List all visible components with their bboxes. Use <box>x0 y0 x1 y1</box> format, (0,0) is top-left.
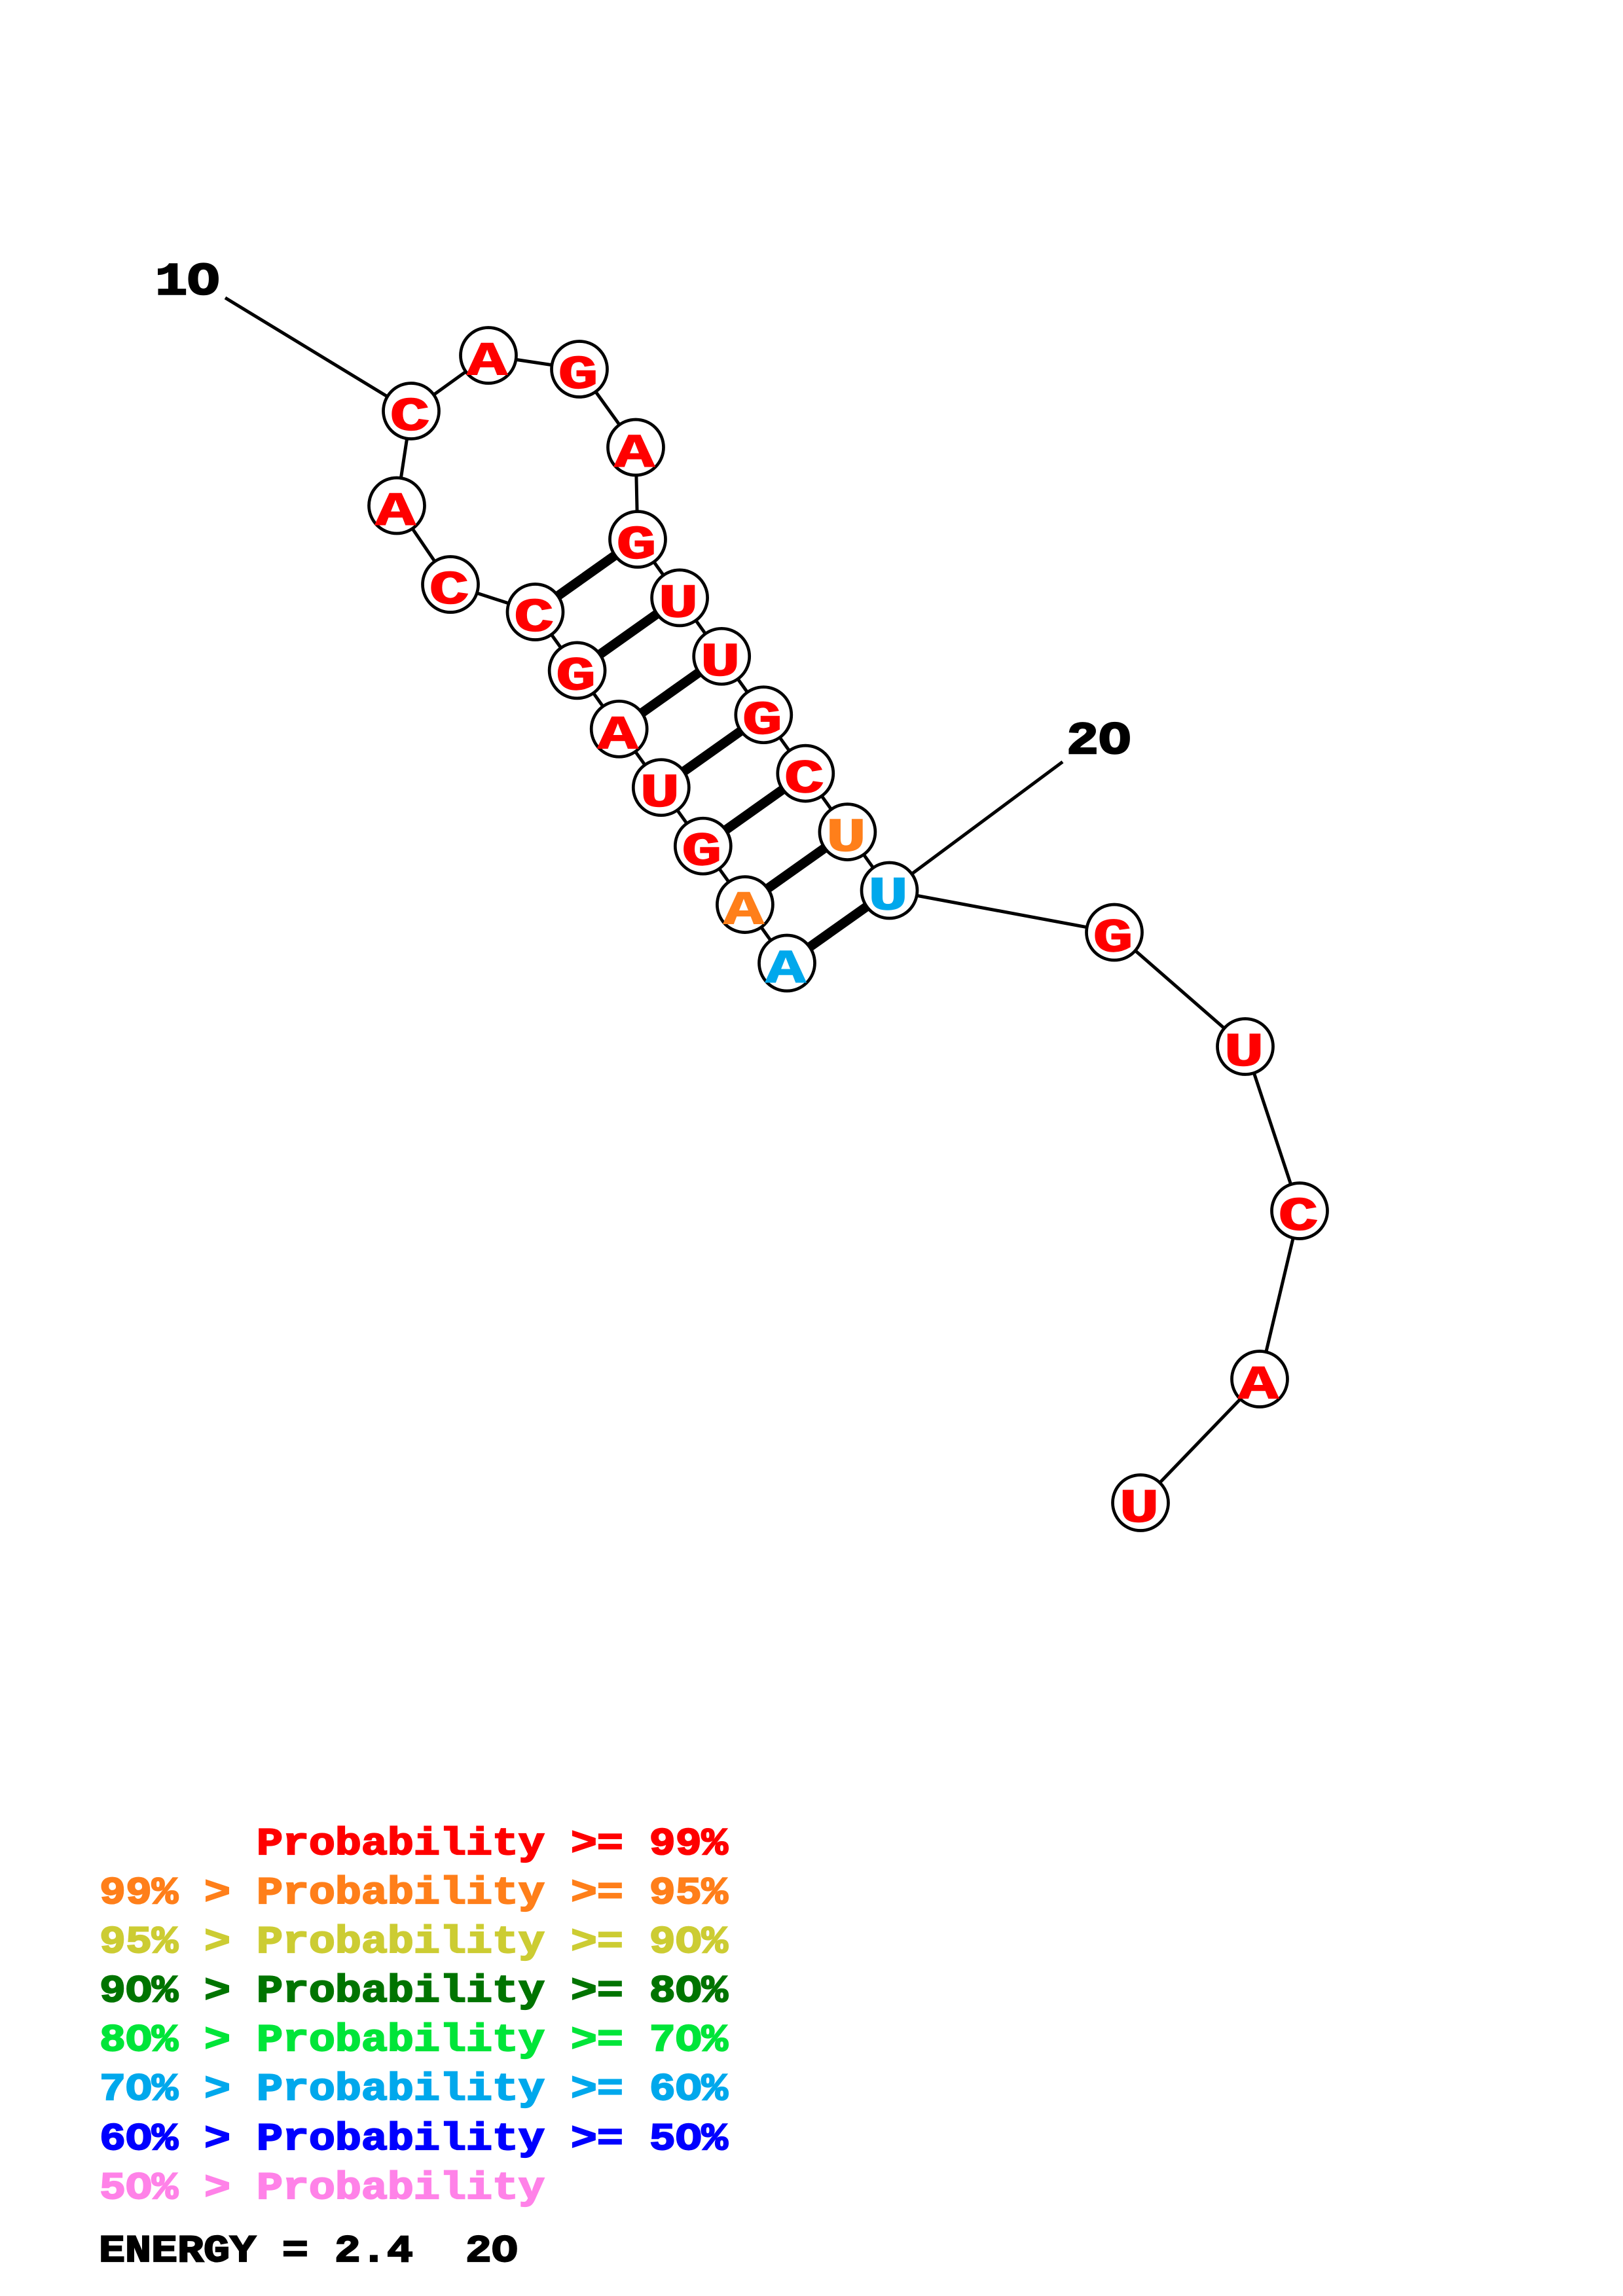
svg-text:G: G <box>682 825 721 879</box>
svg-text:U: U <box>701 636 740 690</box>
svg-text:A: A <box>375 485 416 539</box>
svg-text:U: U <box>868 870 908 924</box>
svg-text:C: C <box>429 564 469 618</box>
svg-text:G: G <box>1093 912 1133 965</box>
svg-text:C: C <box>514 592 554 645</box>
svg-text:C: C <box>784 753 824 806</box>
svg-text:U: U <box>1119 1482 1159 1536</box>
svg-text:C: C <box>1278 1191 1318 1244</box>
svg-text:A: A <box>614 427 655 480</box>
svg-text:U: U <box>640 767 680 821</box>
svg-text:U: U <box>826 812 866 865</box>
svg-text:A: A <box>723 884 764 938</box>
svg-text:99% > Probability >= 95%: 99% > Probability >= 95% <box>100 1872 728 1915</box>
svg-text:6O% > Probability >= 5O%: 6O% > Probability >= 5O% <box>100 2118 728 2161</box>
svg-text:U: U <box>658 577 698 631</box>
svg-text:8O% > Probability >= 7O%: 8O% > Probability >= 7O% <box>100 2019 728 2062</box>
svg-text:G: G <box>742 694 782 748</box>
svg-text:2O: 2O <box>1067 715 1131 767</box>
svg-text:G: G <box>556 650 596 704</box>
svg-text:Probability >= 99%: Probability >= 99% <box>100 1823 728 1866</box>
svg-text:U: U <box>1224 1026 1264 1080</box>
svg-text:95% > Probability >= 9O%: 95% > Probability >= 9O% <box>100 1921 728 1964</box>
svg-text:G: G <box>558 349 598 403</box>
svg-text:9O% > Probability >= 8O%: 9O% > Probability >= 8O% <box>100 1970 728 2013</box>
svg-text:1O: 1O <box>155 257 219 308</box>
svg-text:A: A <box>598 709 638 762</box>
svg-text:ENERGY = 2.4 2O: ENERGY = 2.4 2O <box>99 2230 518 2273</box>
svg-text:5O% > Probability: 5O% > Probability <box>100 2167 545 2210</box>
svg-text:7O% > Probability >= 6O%: 7O% > Probability >= 6O% <box>100 2068 728 2111</box>
svg-text:G: G <box>616 519 656 573</box>
svg-text:A: A <box>765 942 806 996</box>
svg-text:A: A <box>467 335 507 389</box>
svg-text:A: A <box>1238 1359 1279 1412</box>
svg-text:C: C <box>390 391 429 444</box>
